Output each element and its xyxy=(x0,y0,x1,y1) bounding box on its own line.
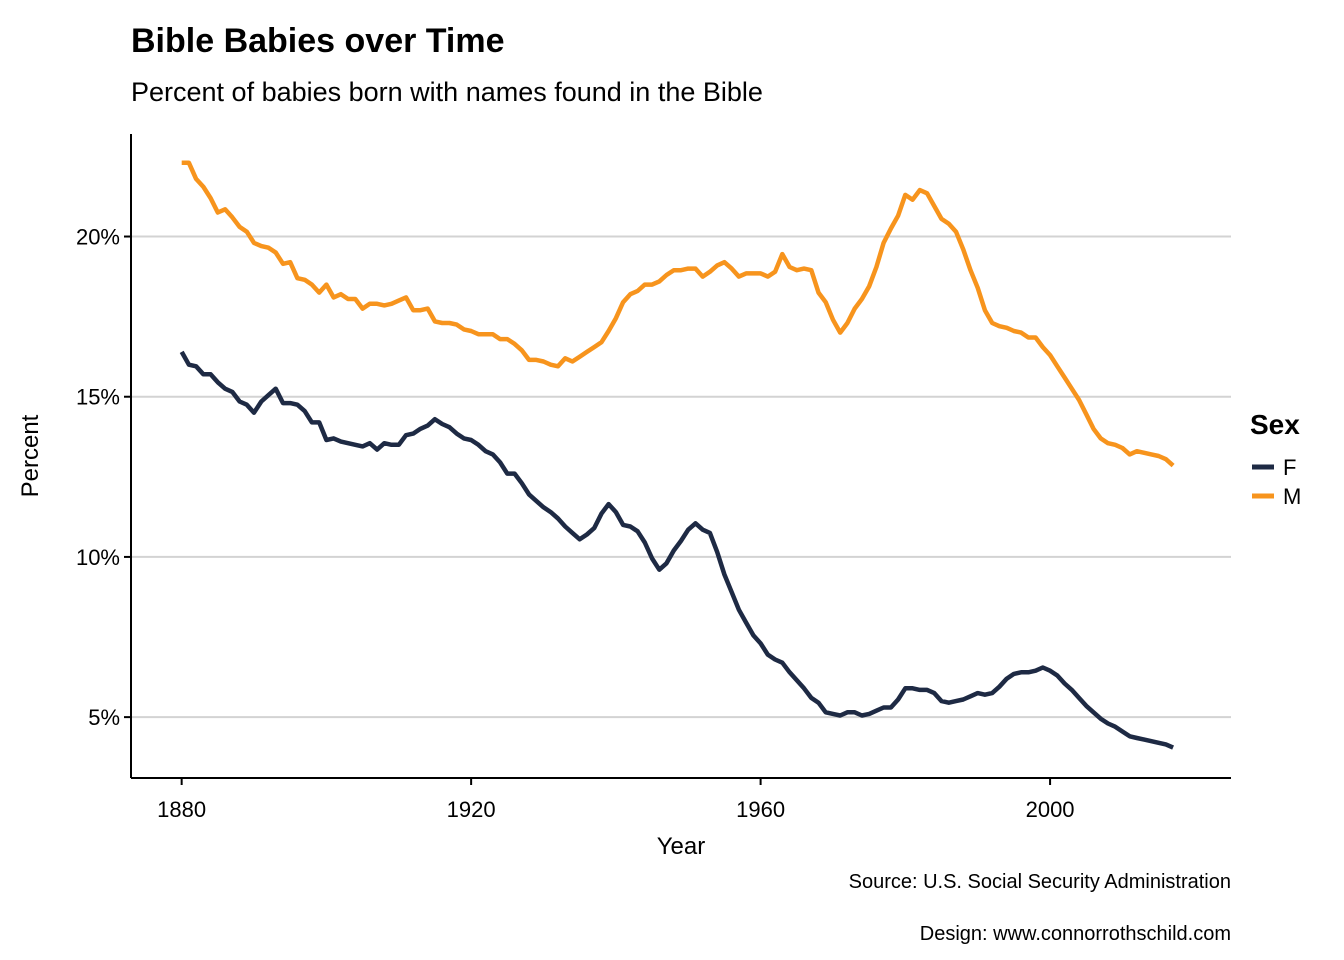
y-tick-label: 15% xyxy=(76,385,120,410)
gridlines xyxy=(131,235,1231,719)
x-tick-label: 1960 xyxy=(736,797,785,822)
series-line-m xyxy=(181,160,1175,468)
x-tick-label: 2000 xyxy=(1026,797,1075,822)
chart-title: Bible Babies over Time xyxy=(131,22,505,60)
series-lines xyxy=(179,160,1175,750)
chart-subtitle: Percent of babies born with names found … xyxy=(131,77,763,107)
source-caption: Source: U.S. Social Security Administrat… xyxy=(849,871,1231,893)
x-axis-ticks: 1880 1920 1960 2000 xyxy=(157,778,1075,822)
y-tick-label: 5% xyxy=(88,705,120,730)
y-tick-label: 20% xyxy=(76,225,120,250)
legend-title: Sex xyxy=(1250,409,1300,440)
x-tick-label: 1880 xyxy=(157,797,206,822)
y-axis-label: Percent xyxy=(17,414,44,497)
axes xyxy=(130,134,1231,779)
y-axis-ticks: 5% 10% 15% 20% xyxy=(76,225,131,730)
legend-items: FM xyxy=(1252,455,1301,509)
legend-label-m: M xyxy=(1283,484,1301,509)
legend: Sex FM xyxy=(1250,409,1301,509)
y-tick-label: 10% xyxy=(76,545,120,570)
series-line-f xyxy=(179,350,1175,750)
x-axis-label: Year xyxy=(657,833,706,860)
legend-label-f: F xyxy=(1283,455,1296,480)
x-tick-label: 1920 xyxy=(447,797,496,822)
design-caption: Design: www.connorrothschild.com xyxy=(920,923,1231,945)
